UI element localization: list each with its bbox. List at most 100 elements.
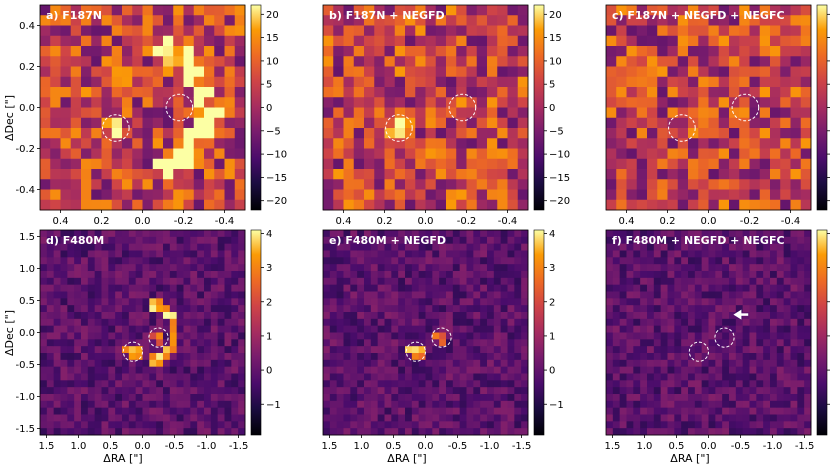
image-pixel <box>722 305 730 313</box>
image-pixel <box>432 243 440 251</box>
image-pixel <box>756 332 764 340</box>
image-pixel <box>217 421 225 429</box>
image-pixel <box>224 46 236 57</box>
image-pixel <box>350 421 358 429</box>
image-pixel <box>391 250 399 258</box>
image-pixel <box>60 243 68 251</box>
image-pixel <box>193 76 205 88</box>
image-pixel <box>60 277 68 286</box>
image-pixel <box>763 387 771 395</box>
image-pixel <box>183 56 195 67</box>
image-pixel <box>81 169 92 180</box>
image-pixel <box>688 353 696 361</box>
image-pixel <box>756 318 764 327</box>
image-pixel <box>374 199 385 211</box>
image-pixel <box>667 332 675 340</box>
image-pixel <box>394 56 406 67</box>
image-pixel <box>152 199 164 211</box>
image-pixel <box>176 380 184 388</box>
image-pixel <box>132 158 143 170</box>
image-pixel <box>53 414 61 422</box>
image-pixel <box>405 66 416 78</box>
image-pixel <box>612 312 621 320</box>
image-pixel <box>214 169 225 180</box>
image-pixel <box>456 107 467 119</box>
colorbar-tick-label: 5 <box>549 80 555 91</box>
image-pixel <box>694 312 703 320</box>
image-pixel <box>384 264 392 272</box>
image-pixel <box>238 257 246 265</box>
image-pixel <box>214 66 225 78</box>
image-pixel <box>729 332 737 340</box>
image-pixel <box>391 230 399 238</box>
image-pixel <box>60 87 72 98</box>
image-pixel <box>507 291 515 299</box>
image-pixel <box>60 373 68 381</box>
colorbar <box>533 4 545 211</box>
image-pixel <box>660 298 668 306</box>
image-pixel <box>626 271 634 279</box>
image-pixel <box>763 230 771 238</box>
image-pixel <box>742 373 750 381</box>
image-pixel <box>111 179 123 190</box>
image-pixel <box>480 271 488 279</box>
image-pixel <box>405 148 416 160</box>
image-pixel <box>698 5 709 16</box>
image-pixel <box>40 128 51 139</box>
image-pixel <box>770 394 778 402</box>
image-pixel <box>459 407 467 415</box>
image-pixel <box>446 414 454 422</box>
image-pixel <box>370 414 379 422</box>
image-pixel <box>708 15 720 26</box>
image-pixel <box>487 291 495 299</box>
image-pixel <box>729 230 737 238</box>
image-pixel <box>626 400 634 409</box>
image-pixel <box>169 407 178 415</box>
image-pixel <box>466 325 474 333</box>
image-pixel <box>217 394 225 402</box>
image-pixel <box>122 128 133 139</box>
image-pixel <box>163 87 174 98</box>
image-pixel <box>142 230 150 238</box>
image-pixel <box>432 366 440 374</box>
image-pixel <box>715 359 723 368</box>
image-pixel <box>357 312 365 320</box>
image-pixel <box>193 87 205 98</box>
image-pixel <box>183 271 191 279</box>
image-pixel <box>612 291 621 299</box>
arrow-icon <box>733 309 742 320</box>
image-pixel <box>40 325 48 333</box>
image-pixel <box>142 199 154 211</box>
image-pixel <box>633 271 641 279</box>
image-pixel <box>135 305 143 313</box>
image-pixel <box>708 257 716 265</box>
image-pixel <box>783 428 791 436</box>
image-pixel <box>763 257 771 265</box>
image-pixel <box>53 325 61 333</box>
image-pixel <box>606 407 614 415</box>
image-pixel <box>790 76 802 88</box>
image-pixel <box>411 271 420 279</box>
image-pixel <box>770 414 778 422</box>
image-pixel <box>238 271 246 279</box>
image-pixel <box>53 291 61 299</box>
image-pixel <box>783 359 791 368</box>
image-pixel <box>394 128 406 139</box>
image-pixel <box>425 138 437 149</box>
image-pixel <box>612 387 621 395</box>
image-pixel <box>425 35 437 47</box>
image-pixel <box>674 407 682 415</box>
image-pixel <box>183 169 195 180</box>
image-pixel <box>231 230 239 238</box>
image-pixel <box>497 46 508 57</box>
image-pixel <box>384 243 392 251</box>
image-pixel <box>517 128 529 139</box>
image-pixel <box>81 117 92 129</box>
image-pixel <box>780 117 791 129</box>
image-pixel <box>742 250 750 258</box>
image-pixel <box>616 76 627 88</box>
image-pixel <box>364 97 375 108</box>
image-pixel <box>452 271 461 279</box>
image-pixel <box>698 15 709 26</box>
image-pixel <box>507 346 515 354</box>
